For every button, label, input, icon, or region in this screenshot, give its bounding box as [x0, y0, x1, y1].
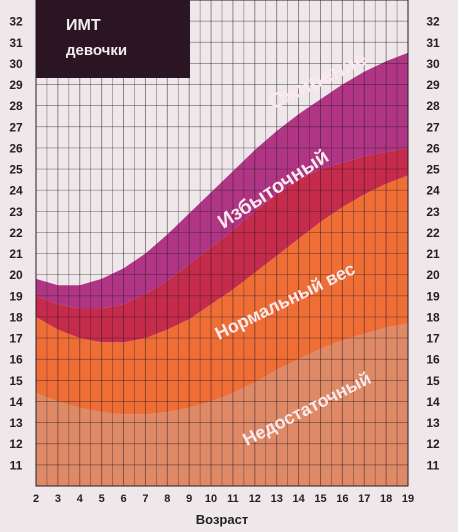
y-tick-label: 13	[9, 416, 23, 430]
y-tick-label: 15	[9, 374, 23, 388]
y-ticks-left: 11 12 13 14 15 16 17 18 19 20 21 22 23 24 25 26 27 28 29 30…	[9, 15, 23, 473]
y-tick-label: 15	[426, 374, 440, 388]
y-tick-label: 22	[426, 226, 440, 240]
y-tick-label: 28	[9, 99, 23, 113]
x-tick-label: 16	[336, 493, 348, 505]
y-tick-label: 26	[9, 141, 23, 155]
chart-title: ИМТ	[66, 17, 101, 34]
y-tick-label: 30	[426, 57, 440, 71]
y-tick-label: 23	[9, 205, 23, 219]
y-tick-label: 18	[426, 310, 440, 324]
x-tick-label: 19	[402, 493, 414, 505]
y-tick-label: 31	[426, 36, 440, 50]
y-tick-label: 12	[426, 437, 440, 451]
x-tick-label: 12	[249, 493, 261, 505]
x-tick-label: 7	[142, 493, 148, 505]
y-ticks-right: 11 12 13 14 15 16 17 18 19 20 21 22 23 24 25 26 27 28 29 30…	[426, 15, 440, 473]
y-tick-label: 24	[9, 184, 23, 198]
y-tick-label: 26	[426, 141, 440, 155]
y-tick-label: 16	[9, 353, 23, 367]
y-tick-label: 32	[426, 15, 440, 29]
y-tick-label: 11	[427, 458, 440, 472]
y-tick-label: 28	[426, 99, 440, 113]
chart-title-box: ИМТ девочки	[36, 0, 190, 78]
x-tick-label: 4	[77, 493, 84, 505]
y-tick-label: 19	[9, 289, 23, 303]
x-tick-label: 9	[186, 493, 192, 505]
y-tick-label: 13	[426, 416, 440, 430]
y-tick-label: 19	[426, 289, 440, 303]
x-tick-label: 11	[227, 493, 239, 505]
y-tick-label: 24	[426, 184, 440, 198]
x-tick-label: 6	[120, 493, 126, 505]
y-tick-label: 20	[426, 268, 440, 282]
y-tick-label: 18	[9, 310, 23, 324]
y-tick-label: 14	[9, 395, 23, 409]
y-tick-label: 21	[426, 247, 440, 261]
band-area	[36, 52, 408, 309]
y-tick-label: 14	[426, 395, 440, 409]
y-tick-label: 17	[426, 332, 440, 346]
y-tick-label: 30	[9, 57, 23, 71]
x-tick-label: 18	[380, 493, 392, 505]
x-tick-label: 5	[99, 493, 105, 505]
x-tick-label: 3	[55, 493, 61, 505]
x-tick-label: 2	[33, 493, 39, 505]
x-tick-label: 14	[292, 493, 305, 505]
y-tick-label: 20	[9, 268, 23, 282]
x-tick-label: 10	[205, 493, 217, 505]
x-tick-label: 15	[314, 493, 326, 505]
x-axis-label: Возраст	[196, 512, 248, 527]
y-tick-label: 23	[426, 205, 440, 219]
x-tick-label: 13	[271, 493, 283, 505]
y-tick-label: 29	[426, 78, 440, 92]
y-tick-label: 25	[426, 163, 440, 177]
y-tick-label: 22	[9, 226, 23, 240]
x-ticks: 2 3 4 5 6 7 8 9 10 11 12 13 14 15 16 17 18 19	[33, 493, 414, 505]
y-tick-label: 16	[426, 353, 440, 367]
y-tick-label: 31	[9, 36, 23, 50]
plot-frame	[35, 0, 409, 487]
band-area	[36, 175, 408, 415]
x-tick-label: 8	[164, 493, 170, 505]
y-tick-label: 12	[9, 437, 23, 451]
y-tick-label: 29	[9, 78, 23, 92]
y-tick-label: 27	[9, 120, 23, 134]
y-tick-label: 27	[426, 120, 440, 134]
y-tick-label: 11	[10, 458, 23, 472]
chart-subtitle: девочки	[66, 42, 128, 59]
y-tick-label: 32	[9, 15, 23, 29]
y-tick-label: 21	[9, 247, 23, 261]
y-tick-label: 17	[9, 332, 23, 346]
y-tick-label: 25	[9, 163, 23, 177]
x-tick-label: 17	[358, 493, 370, 505]
